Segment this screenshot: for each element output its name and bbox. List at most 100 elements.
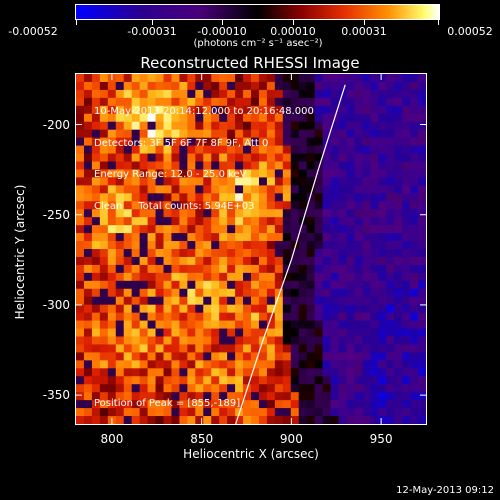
heatmap-cell	[402, 352, 411, 361]
heatmap-cell	[346, 249, 355, 258]
heatmap-cell	[298, 288, 308, 298]
heatmap-cell	[243, 74, 252, 83]
heatmap-cell	[179, 161, 188, 170]
heatmap-cell	[258, 376, 268, 385]
heatmap-cell	[410, 392, 419, 401]
heatmap-cell	[394, 225, 403, 234]
heatmap-cell	[322, 113, 331, 123]
x-tick-label: 900	[279, 432, 303, 446]
heatmap-cell	[266, 280, 276, 290]
heatmap-cell	[370, 129, 379, 139]
heatmap-cell	[115, 320, 125, 329]
heatmap-cell	[370, 97, 379, 107]
heatmap-cell	[258, 344, 268, 353]
heatmap-cell	[354, 320, 363, 329]
heatmap-cell	[179, 233, 188, 242]
heatmap-cell	[274, 145, 284, 154]
heatmap-cell	[131, 74, 141, 83]
heatmap-cell	[306, 153, 316, 162]
heatmap-cell	[211, 384, 220, 393]
heatmap-cell	[394, 129, 403, 139]
heatmap-cell	[370, 217, 379, 226]
heatmap-cell	[243, 368, 252, 377]
heatmap-cell	[418, 193, 426, 202]
heatmap-cell	[338, 225, 347, 234]
heatmap-cell	[107, 209, 117, 218]
heatmap-cell	[370, 336, 379, 345]
heatmap-cell	[235, 153, 244, 162]
heatmap-cell	[195, 400, 204, 409]
heatmap-cell	[219, 384, 228, 393]
heatmap-cell	[123, 336, 133, 345]
heatmap-cell	[139, 121, 148, 131]
heatmap-cell	[203, 280, 212, 290]
heatmap-cell	[227, 336, 236, 345]
heatmap-cell	[243, 193, 252, 202]
heatmap-cell	[131, 89, 141, 99]
heatmap-cell	[139, 296, 148, 306]
heatmap-cell	[83, 304, 93, 314]
heatmap-cell	[107, 272, 117, 282]
heatmap-cell	[362, 209, 371, 218]
heatmap-cell	[322, 296, 331, 306]
heatmap-cell	[346, 185, 355, 194]
heatmap-cell	[290, 105, 300, 115]
heatmap-cell	[227, 81, 236, 91]
heatmap-cell	[386, 368, 395, 377]
heatmap-cell	[378, 368, 387, 377]
heatmap-cell	[147, 304, 156, 314]
heatmap-cell	[147, 400, 156, 409]
heatmap-cell	[330, 336, 339, 345]
heatmap-cell	[394, 368, 403, 377]
heatmap-cell	[386, 217, 395, 226]
heatmap-cell	[251, 225, 260, 234]
heatmap-cell	[139, 89, 148, 99]
heatmap-cell	[330, 384, 339, 393]
heatmap-cell	[203, 201, 212, 210]
heatmap-cell	[274, 336, 284, 345]
heatmap-cell	[386, 392, 395, 401]
heatmap-cell	[123, 137, 133, 146]
heatmap-cell	[338, 384, 347, 393]
heatmap-cell	[410, 288, 419, 298]
heatmap-cell	[402, 280, 411, 290]
heatmap-cell	[402, 296, 411, 306]
heatmap-cell	[282, 217, 292, 226]
heatmap-cell	[219, 185, 228, 194]
heatmap-cell	[251, 89, 260, 99]
heatmap-cell	[251, 320, 260, 329]
heatmap-cell	[306, 320, 316, 329]
heatmap-cell	[139, 169, 148, 178]
heatmap-cell	[91, 249, 101, 258]
heatmap-cell	[290, 161, 300, 170]
heatmap-cell	[147, 161, 156, 170]
heatmap-cell	[418, 241, 426, 250]
heatmap-cell	[322, 368, 331, 377]
heatmap-cell	[211, 256, 220, 266]
heatmap-cell	[370, 74, 379, 83]
heatmap-cell	[155, 408, 164, 417]
heatmap-cell	[251, 256, 260, 266]
heatmap-cell	[266, 376, 276, 385]
heatmap-cell	[139, 145, 148, 154]
heatmap-cell	[290, 344, 300, 353]
heatmap-cell	[266, 416, 276, 424]
heatmap-cell	[235, 320, 244, 329]
heatmap-cell	[386, 129, 395, 139]
heatmap-cell	[83, 97, 93, 107]
heatmap-cell	[107, 129, 117, 139]
heatmap-cell	[115, 384, 125, 393]
heatmap-cell	[107, 225, 117, 234]
heatmap-cell	[163, 288, 172, 298]
heatmap-cell	[338, 193, 347, 202]
heatmap-cell	[211, 392, 220, 401]
heatmap-cell	[346, 360, 355, 369]
heatmap-cell	[187, 384, 196, 393]
heatmap-cell	[123, 249, 133, 258]
heatmap-cell	[338, 145, 347, 154]
heatmap-cell	[76, 416, 85, 424]
heatmap-cell	[266, 360, 276, 369]
heatmap-cell	[76, 368, 85, 377]
heatmap-cell	[211, 320, 220, 329]
heatmap-cell	[91, 392, 101, 401]
